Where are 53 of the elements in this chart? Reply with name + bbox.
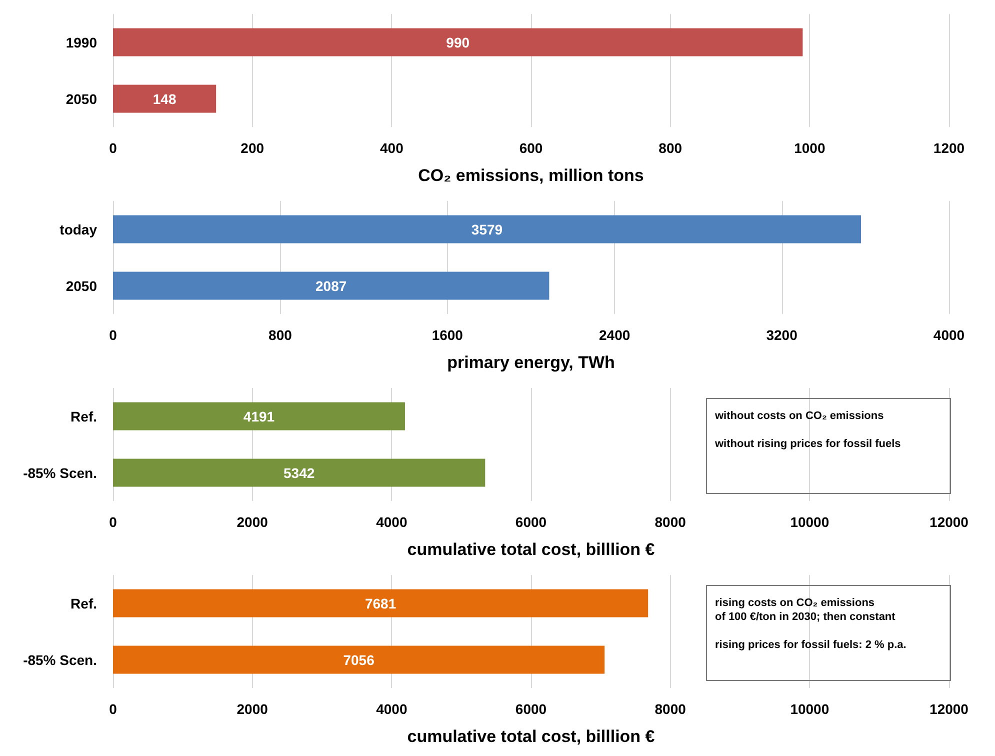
data-label: 3579 [471,221,503,238]
x-tick-label: 10000 [790,514,830,530]
note-box: rising costs on CO₂ emissions of 100 €/ton in 2030; then constant rising prices for fossil fuels: 2 % p.a. [706,585,951,681]
x-tick-label: 6000 [515,701,547,717]
y-tick-label: -85% Scen. [23,464,97,481]
annotation: without rising prices for fossil fuels [715,437,902,451]
data-label: 4191 [243,408,275,424]
y-tick-label: 2050 [66,90,98,107]
x-tick-label: 2000 [236,701,268,717]
x-tick-label: 10000 [790,701,830,717]
y-tick-label: today [60,221,98,238]
x-tick-label: 0 [109,514,118,530]
data-label: 7056 [343,652,375,668]
data-label: 5342 [284,464,315,481]
x-tick-label: 0 [109,327,118,343]
x-axis-title: cumulative total cost, billlion € [407,540,656,559]
annotation: without costs on CO₂ emissions [715,409,885,423]
x-tick-label: 600 [519,140,543,156]
y-tick-label: Ref. [70,595,97,612]
x-axis-title: CO₂ emissions, million tons [418,166,644,185]
x-tick-label: 2000 [236,514,268,530]
y-tick-label: 2050 [66,278,98,294]
x-tick-label: 3200 [766,327,798,343]
data-label: 990 [446,34,470,50]
data-label: 2087 [316,278,347,294]
x-axis-title: cumulative total cost, billlion € [407,727,656,746]
x-tick-label: 200 [240,140,264,156]
x-axis-title: primary energy, TWh [447,353,615,372]
x-tick-label: 1000 [794,140,826,156]
y-tick-label: Ref. [70,408,97,424]
x-tick-label: 800 [268,327,292,343]
data-label: 7681 [364,595,396,612]
x-tick-label: 12000 [930,514,969,530]
x-tick-label: 800 [658,140,682,156]
annotation: rising costs on CO₂ emissions of 100 €/ton in 2030; then constant [715,596,896,624]
x-tick-label: 4000 [376,701,408,717]
data-label: 148 [152,90,176,107]
x-tick-label: 2400 [599,327,630,343]
annotation: rising prices for fossil fuels: 2 % p.a. [715,638,908,652]
y-tick-label: -85% Scen. [23,652,97,668]
x-tick-label: 4000 [376,514,408,530]
x-tick-label: 1200 [933,140,965,156]
x-tick-label: 1600 [432,327,464,343]
x-tick-label: 6000 [515,514,547,530]
x-tick-label: 4000 [933,327,965,343]
y-tick-label: 1990 [66,34,98,50]
x-tick-label: 8000 [654,701,686,717]
x-tick-label: 12000 [930,701,969,717]
x-tick-label: 8000 [654,514,686,530]
x-tick-label: 0 [109,140,118,156]
x-tick-label: 0 [109,701,118,717]
x-tick-label: 400 [380,140,404,156]
note-box: without costs on CO₂ emissions without rising prices for fossil fuels [706,398,951,494]
